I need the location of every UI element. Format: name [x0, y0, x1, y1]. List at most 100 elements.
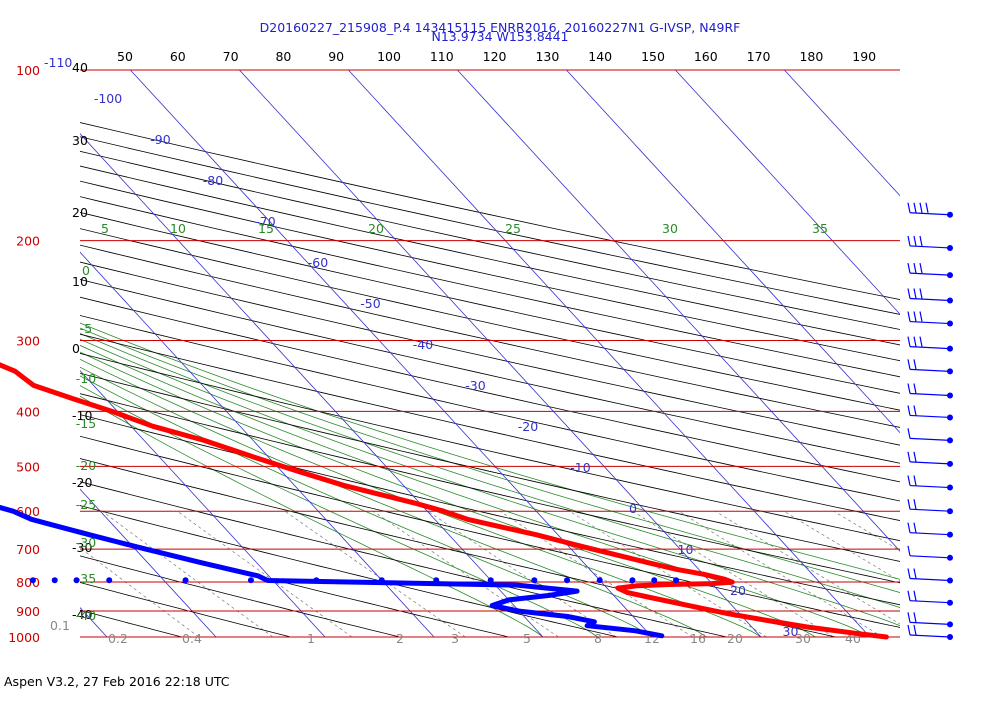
- dewpoint-point: [51, 577, 58, 584]
- wind-barb-shaft: [909, 437, 951, 441]
- dry-adiabat-label: -10: [72, 408, 92, 423]
- dry-adiabat-line: [80, 261, 900, 446]
- dry-adiabat-label: 40: [72, 60, 88, 75]
- wind-barb-flag: [913, 336, 917, 347]
- moist-adiabat-label: 15: [258, 221, 274, 236]
- wind-barb-flag: [907, 311, 911, 322]
- dry-adiabat-label: 10: [72, 274, 88, 289]
- isotherm-line: [80, 370, 326, 637]
- wind-barb-flag: [907, 545, 911, 556]
- dry-adiabat-label: -40: [72, 607, 92, 622]
- moist-side-label: -5: [80, 321, 92, 336]
- dry-adiabat-line: [80, 481, 727, 637]
- dry-adiabat-label: -30: [72, 540, 92, 555]
- isotherm-line: [239, 70, 762, 637]
- theta-tick-label: 70: [223, 49, 239, 64]
- wind-barb-flag: [907, 359, 911, 370]
- isotherm-label: 0: [629, 501, 637, 516]
- isotherm-line: [348, 70, 871, 637]
- wind-barb-shaft: [909, 621, 951, 625]
- dewpoint-point: [487, 577, 494, 584]
- dry-adiabat-line: [80, 315, 900, 502]
- mixing-ratio-label: 1: [307, 631, 315, 646]
- wind-barb-flag: [913, 383, 917, 394]
- wind-barb-shaft: [909, 484, 951, 489]
- chart-title: D20160227_215908_P.4 143415115 ENRR2016,…: [259, 20, 741, 35]
- theta-tick-label: 190: [852, 49, 876, 64]
- dewpoint-point: [73, 577, 80, 584]
- dewpoint-point: [378, 577, 385, 584]
- dry-adiabat-line: [80, 529, 509, 637]
- wind-barb-flag: [907, 405, 911, 416]
- wind-barb-flag: [907, 624, 911, 636]
- wind-barb-flag: [919, 311, 923, 322]
- isotherm-label: -40: [413, 337, 433, 352]
- dewpoint-point: [531, 577, 538, 584]
- wind-barb-shaft: [909, 346, 951, 350]
- isotherm-label: 20: [730, 583, 746, 598]
- moist-side-label: 0: [82, 263, 90, 278]
- isotherm-label: -100: [94, 91, 122, 106]
- isotherm-line: [457, 70, 900, 552]
- wind-barb-flag: [919, 288, 923, 299]
- moist-adiabat-label: 20: [368, 221, 384, 236]
- dry-adiabat-line: [80, 505, 618, 637]
- wind-barb-flag: [913, 311, 917, 322]
- wind-barb-flag: [913, 590, 917, 601]
- mixing-ratio-label: 5: [523, 631, 531, 646]
- isotherm-label: -50: [360, 296, 380, 311]
- wind-barb-shaft: [909, 414, 951, 419]
- wind-barb-flag: [913, 522, 917, 533]
- mixing-ratio-label: 3: [451, 631, 459, 646]
- chart-subtitle: N13.9734 W153.8441: [431, 29, 569, 44]
- wind-barb-shaft: [909, 555, 951, 559]
- moist-adiabat-label: 25: [505, 221, 521, 236]
- mixing-ratio-label: 0.1: [50, 618, 70, 633]
- theta-tick-label: 170: [747, 49, 771, 64]
- pressure-tick-label: 300: [16, 334, 40, 349]
- isotherm-label: -10: [570, 460, 590, 475]
- wind-barb-flag: [907, 612, 911, 623]
- pressure-tick-label: 900: [16, 604, 40, 619]
- wind-barb-flag: [913, 568, 917, 579]
- wind-barb-flag: [907, 475, 911, 486]
- dry-adiabat-label: 0: [72, 341, 80, 356]
- isotherm-label: -90: [150, 132, 170, 147]
- mixing-ratio-line: [783, 510, 900, 582]
- dry-adiabat-line: [80, 244, 900, 428]
- moist-adiabat-line: [80, 375, 653, 637]
- wind-barb-flag: [907, 262, 911, 274]
- moist-adiabat-line: [80, 322, 900, 580]
- pressure-tick-label: 700: [16, 542, 40, 557]
- isotherm-line: [784, 70, 900, 197]
- wind-barb-flag: [907, 499, 911, 510]
- theta-tick-label: 60: [170, 49, 186, 64]
- sounding-series: [0, 362, 889, 640]
- dry-adiabat-label: -20: [72, 475, 92, 490]
- theta-tick-label: 180: [799, 49, 823, 64]
- wind-barb-flag: [913, 202, 917, 213]
- isotherm-line: [566, 70, 900, 434]
- wind-barb-shaft: [909, 212, 951, 216]
- wind-barb-shaft: [909, 245, 951, 249]
- moist-adiabat-line: [80, 351, 816, 637]
- mixing-ratio-line: [569, 510, 767, 637]
- dry-adiabat-line: [80, 122, 900, 300]
- dry-adiabat-line: [80, 393, 900, 584]
- wind-barb-flag: [913, 475, 917, 486]
- dry-adiabat-line: [80, 458, 836, 637]
- pressure-tick-label: 500: [16, 459, 40, 474]
- theta-tick-label: 150: [641, 49, 665, 64]
- mixing-ratio-line: [499, 510, 693, 637]
- wind-barb-flag: [907, 568, 911, 579]
- mixing-ratio-label: 8: [594, 631, 602, 646]
- dewpoint-point: [182, 577, 189, 584]
- wind-barb-flag: [907, 451, 911, 462]
- isotherm-label: -60: [308, 255, 328, 270]
- dewpoint-series-line: [0, 504, 665, 639]
- dry-adiabat-line: [80, 372, 900, 562]
- wind-barb-shaft: [909, 532, 951, 536]
- moist-side-label: -40: [76, 608, 96, 623]
- theta-tick-label: 130: [535, 49, 559, 64]
